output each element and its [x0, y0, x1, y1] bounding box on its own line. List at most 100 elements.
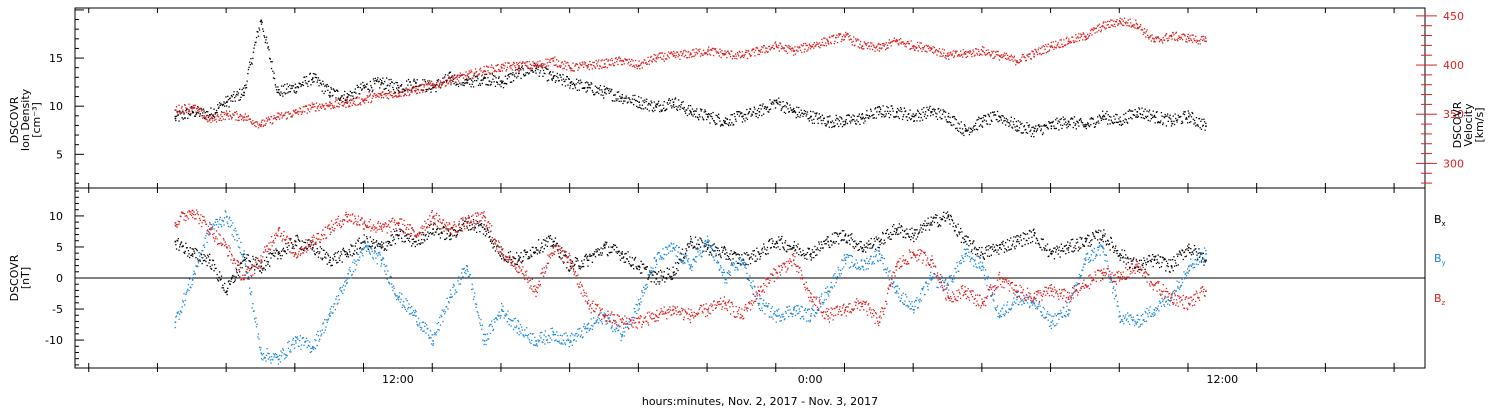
data-point — [724, 53, 726, 55]
data-point — [810, 253, 812, 255]
data-point — [981, 302, 984, 305]
data-point — [1050, 125, 1053, 127]
data-point — [260, 352, 263, 355]
data-point — [707, 115, 709, 118]
data-point — [329, 259, 331, 261]
data-point — [501, 82, 503, 84]
data-point — [1170, 265, 1173, 268]
data-point — [604, 247, 606, 249]
data-point — [1188, 37, 1190, 40]
data-point — [1188, 302, 1190, 305]
right-tick-label: 450 — [1443, 10, 1464, 23]
data-point — [569, 82, 572, 84]
data-point — [810, 45, 812, 47]
data-point — [775, 271, 778, 274]
data-point — [724, 120, 726, 123]
data-point — [380, 228, 383, 230]
data-point — [191, 106, 194, 108]
magnetic-field-panel: -10 -5 0 5 10 DSCOVR[nT] Bx By Bz — [8, 187, 1446, 369]
data-point — [518, 327, 520, 330]
data-point — [621, 333, 623, 336]
data-point — [346, 278, 348, 280]
data-point — [1033, 296, 1035, 299]
data-point — [827, 290, 829, 292]
data-point — [604, 315, 606, 317]
data-point — [260, 124, 263, 126]
data-point — [758, 302, 761, 305]
data-point — [1084, 259, 1087, 261]
data-point — [896, 290, 898, 292]
data-point — [999, 247, 1001, 249]
data-point — [226, 114, 228, 116]
right-tick-label: 350 — [1443, 108, 1464, 121]
data-point — [947, 215, 950, 218]
series-By — [174, 210, 1207, 365]
time-axis: 12:00 0:00 12:00 — [88, 8, 1395, 386]
velocity-series — [174, 17, 1207, 129]
data-point — [844, 35, 847, 38]
data-point — [861, 302, 864, 305]
data-point — [655, 57, 658, 59]
data-point — [947, 296, 950, 299]
data-point — [552, 60, 555, 62]
data-point — [913, 45, 915, 47]
density-velocity-panel: 5 10 15 300 350 400 450 DSCOVRIon Density[cm⁻³]… — [8, 7, 1486, 189]
data-point — [981, 265, 984, 268]
data-point — [1170, 35, 1173, 38]
data-point — [586, 302, 589, 305]
data-point — [586, 327, 589, 330]
data-point — [638, 65, 640, 67]
data-point — [312, 346, 314, 348]
data-point — [1033, 53, 1035, 55]
data-point — [1033, 302, 1035, 305]
data-point — [1136, 265, 1139, 268]
data-point — [707, 309, 709, 311]
data-point — [535, 67, 537, 70]
data-point — [724, 278, 726, 280]
bfield-tick-label: 5 — [56, 241, 63, 254]
data-point — [999, 278, 1001, 280]
data-point — [535, 290, 537, 292]
data-point — [312, 106, 314, 108]
data-point — [741, 259, 743, 261]
data-point — [896, 228, 898, 230]
data-point — [827, 240, 829, 243]
data-point — [260, 19, 263, 22]
data-point — [415, 234, 417, 237]
data-point — [415, 82, 417, 84]
data-point — [432, 228, 434, 230]
data-point — [655, 259, 658, 261]
data-point — [810, 296, 812, 299]
data-point — [878, 240, 881, 243]
data-point — [569, 259, 572, 261]
data-point — [758, 50, 761, 52]
series-Bz — [174, 209, 1207, 330]
data-point — [964, 130, 967, 132]
data-point — [501, 253, 503, 255]
data-point — [621, 96, 623, 99]
data-point — [397, 86, 400, 89]
data-point — [243, 278, 245, 280]
data-point — [191, 209, 194, 212]
data-point — [689, 53, 692, 55]
data-point — [1188, 247, 1190, 249]
data-point — [466, 74, 469, 77]
data-point — [397, 296, 400, 299]
data-point — [174, 117, 177, 120]
data-point — [878, 111, 881, 113]
bfield-tick-label: 10 — [49, 210, 63, 223]
data-point — [689, 240, 692, 243]
data-point — [1188, 115, 1190, 118]
data-point — [569, 340, 572, 342]
data-point — [1016, 290, 1018, 292]
data-point — [346, 215, 348, 218]
data-point — [1067, 247, 1070, 249]
data-point — [672, 55, 675, 57]
data-point — [672, 101, 675, 103]
data-point — [947, 55, 950, 57]
data-point — [226, 101, 228, 103]
data-point — [466, 222, 469, 224]
data-point — [947, 115, 950, 118]
data-point — [397, 92, 400, 95]
data-point — [1119, 315, 1121, 317]
